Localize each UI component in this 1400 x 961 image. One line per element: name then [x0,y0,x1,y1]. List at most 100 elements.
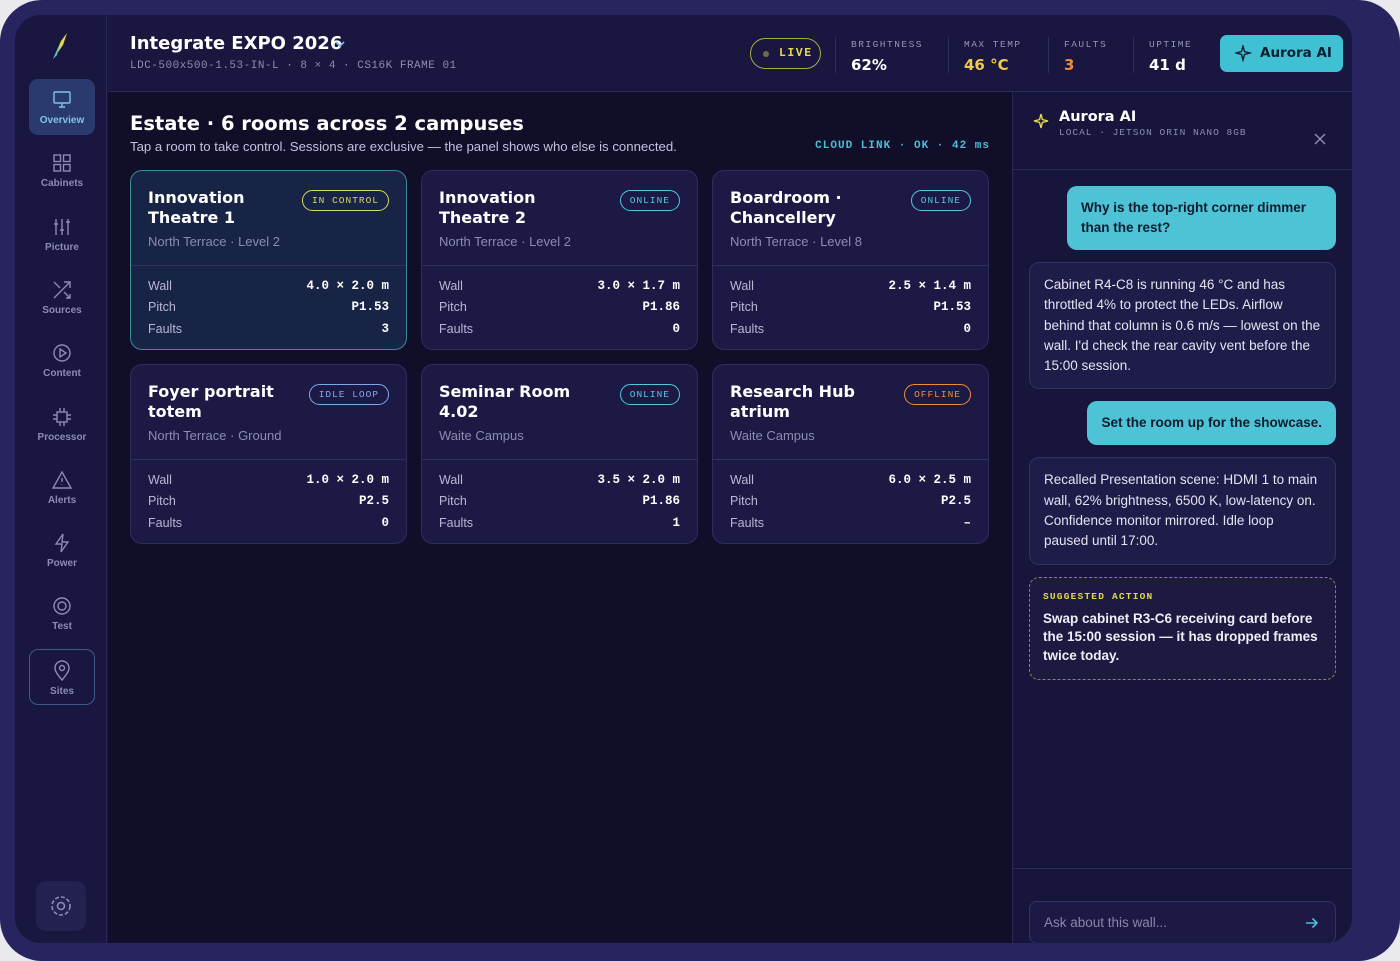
room-name: Innovation Theatre 2 [439,188,536,227]
nav-item[interactable]: Overview [29,79,95,135]
spec-row: Wall 1.0 × 2.0 m [148,469,389,491]
spec-label: Faults [148,321,183,336]
room-name: Seminar Room 4.02 [439,382,571,421]
room-card[interactable]: Research Hub atrium OFFLINE Waite Campus Wa… [712,364,989,544]
spec-row: Pitch P2.5 [148,491,389,513]
nav-label: Picture [45,241,79,253]
room-status: ONLINE [910,190,971,211]
divider [713,459,988,469]
room-card[interactable]: Innovation Theatre 2 ONLINE North Terrace … [421,170,698,350]
spec-label: Pitch [439,300,467,315]
sidebar: Overview Cabinets Picture Sources Content Pro… [15,15,107,943]
spec-value: 3.0 × 1.7 m [597,278,680,293]
card-header: Seminar Room 4.02 ONLINE [439,382,680,422]
nav-label: Processor [37,431,87,443]
status-text: LIVE [779,47,813,60]
logo [53,33,67,59]
spec-label: Wall [730,278,754,293]
room-card[interactable]: Innovation Theatre 1 IN CONTROL North Terr… [130,170,407,350]
room-location: Waite Campus [439,428,524,443]
room-location: North Terrace · Level 2 [439,234,571,249]
card-header: Research Hub atrium OFFLINE [730,382,971,422]
room-name: Boardroom · Chancellery [730,188,842,227]
nav-item[interactable]: Sites [29,648,95,705]
ai-message: Recalled Presentation scene: HDMI 1 to m… [1029,457,1336,565]
stat: MAX TEMP 46 °C [964,39,1022,74]
spec-row: Wall 4.0 × 2.0 m [148,275,389,297]
spec-row: Faults 1 [439,512,680,534]
nav-label: Overview [39,115,85,126]
spec-label: Faults [439,321,474,336]
suggested-label: SUGGESTED ACTION [1043,590,1154,602]
card-header: Boardroom · Chancellery ONLINE [730,188,971,228]
spec-row: Pitch P1.86 [439,297,680,319]
spec-value: P2.5 [358,494,389,509]
room-status: IN CONTROL [301,190,389,211]
nav-label: Content [43,368,81,380]
nav-item[interactable]: Alerts [29,459,95,515]
spec-row: Faults 0 [730,318,971,340]
suggested-text: Swap cabinet R3-C6 receiving card before… [1043,610,1318,663]
nav-item[interactable]: Processor [29,396,95,452]
header: Integrate EXPO 2026 LDC-500x500-1.53-IN-… [108,15,1352,92]
nav-item[interactable]: Cabinets [29,142,95,198]
spec-value: 0 [963,321,971,336]
assistant-title: Aurora AI [1059,109,1137,125]
nav-item[interactable]: Test [29,585,95,641]
room-card[interactable]: Foyer portrait totem IDLE LOOP North Terra… [130,364,407,544]
nav-item[interactable]: Content [29,332,95,388]
stat-value: 41 d [1149,56,1186,74]
suggested-action[interactable]: SUGGESTED ACTION Swap cabinet R3-C6 recei… [1029,576,1336,681]
spec-value: P2.5 [940,494,971,509]
nav-label: Cabinets [40,178,84,190]
spec-label: Faults [439,515,474,530]
assistant-subtitle: LOCAL · JETSON ORIN NANO 8GB [1059,127,1247,138]
room-name: Research Hub atrium [730,382,855,421]
stat-label: BRIGHTNESS [851,39,924,50]
stat-value: 62% [851,56,887,74]
spec-row: Faults 0 [439,318,680,340]
spec-label: Wall [730,472,754,487]
user-message: Set the room up for the showcase. [1087,401,1336,446]
nav-item[interactable]: Power [29,522,95,578]
room-card[interactable]: Seminar Room 4.02 ONLINE Waite Campus Wall 3… [421,364,698,544]
spec-row: Faults 0 [148,512,389,534]
spec-row: Pitch P2.5 [730,491,971,513]
ai-message: Cabinet R4-C8 is running 46 °C and has t… [1029,262,1336,390]
spec-value: 1.0 × 2.0 m [306,472,389,487]
chat-input[interactable]: Ask about this wall... [1029,901,1336,943]
stat-value: 46 °C [964,56,1009,74]
nav-label: Power [46,558,77,570]
spec-label: Faults [148,515,183,530]
divider [713,265,988,275]
input-placeholder: Ask about this wall... [1044,915,1168,930]
divider [422,265,697,275]
spec-value: 4.0 × 2.0 m [306,278,389,293]
divider [131,265,406,275]
divider [131,459,406,469]
ai-button-label: Aurora AI [1260,45,1332,61]
nav-item[interactable]: Sources [29,269,95,325]
spec-value: P1.53 [933,300,971,315]
close-button[interactable] [1313,132,1327,146]
spec-value: 2.5 × 1.4 m [888,278,971,293]
estate-subtitle: Tap a room to take control. Sessions are… [130,139,677,154]
ai-button[interactable]: Aurora AI [1220,35,1343,72]
live-status: LIVE [750,38,821,69]
spec-value: P1.53 [351,300,389,315]
spec-label: Pitch [730,300,758,315]
settings-button[interactable] [36,881,86,931]
spec-label: Wall [439,278,463,293]
room-card[interactable]: Boardroom · Chancellery ONLINE North Terra… [712,170,989,350]
sparkle-icon [1033,113,1049,129]
spec-label: Faults [730,321,765,336]
stat-label: MAX TEMP [964,39,1022,50]
nav-label: Sites [50,685,74,697]
messages: Why is the top-right corner dimmer than … [1029,186,1336,681]
card-header: Foyer portrait totem IDLE LOOP [148,382,389,422]
nav-item[interactable]: Picture [29,206,95,262]
spec-value: 6.0 × 2.5 m [888,472,971,487]
header-title[interactable]: Integrate EXPO 2026 [130,33,343,54]
room-status: IDLE LOOP [308,384,389,405]
spec-label: Pitch [148,494,176,509]
